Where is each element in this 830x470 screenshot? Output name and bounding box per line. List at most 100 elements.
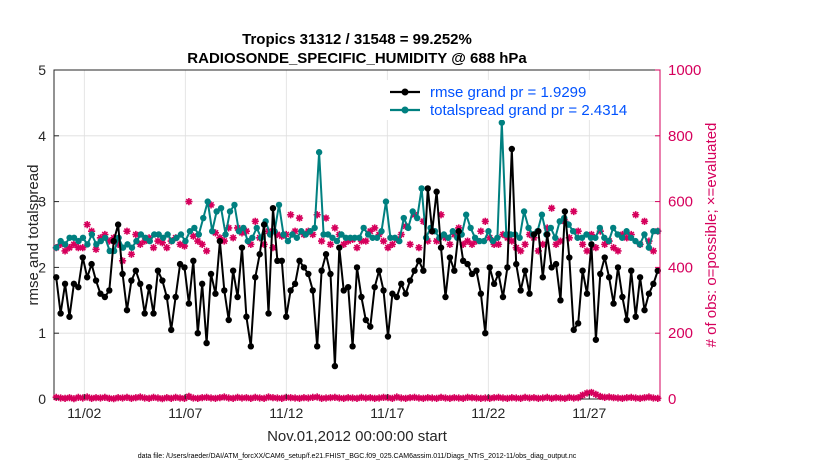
rmse-point <box>256 251 263 258</box>
rmse-point <box>406 277 414 284</box>
totalspread-point <box>75 237 82 245</box>
totalspread-point <box>333 237 341 245</box>
rmse-point <box>185 300 193 307</box>
legend-spread-marker <box>401 106 409 114</box>
totalspread-point <box>235 228 243 235</box>
totalspread-point <box>329 234 336 241</box>
totalspread-point <box>93 241 100 248</box>
rmse-point <box>159 277 166 284</box>
obs-evaluated-marker-dot <box>381 238 386 244</box>
obs-evaluated-marker-dot <box>133 232 139 237</box>
obs-evaluated-marker-dot <box>438 212 444 217</box>
rmse-point <box>597 270 604 278</box>
obs-evaluated-marker-dot <box>332 225 338 231</box>
rmse-point <box>557 297 564 304</box>
totalspread-point <box>618 234 626 241</box>
totalspread-series <box>53 119 661 255</box>
y-axis-left-label: rmse and totalspread <box>25 165 42 306</box>
totalspread-point <box>200 214 207 222</box>
totalspread-point <box>244 237 252 245</box>
obs-evaluated-marker-dot <box>93 247 99 252</box>
rmse-point <box>106 287 113 294</box>
rmse-point <box>384 333 392 340</box>
totalspread-point <box>494 234 501 241</box>
totalspread-point <box>498 119 506 126</box>
obs-evaluated-marker-dot <box>633 212 638 217</box>
obs-evaluated-marker-dot <box>107 238 112 244</box>
rmse-point <box>101 293 109 301</box>
totalspread-point <box>476 237 483 245</box>
rmse-point <box>212 290 219 297</box>
rmse-point <box>265 310 272 317</box>
totalspread-point <box>84 241 91 248</box>
obs-evaluated-marker-dot <box>558 238 563 244</box>
totalspread-point <box>418 185 425 192</box>
totalspread-point <box>298 228 305 235</box>
rmse-point <box>181 264 188 271</box>
chart-title-line2: RADIOSONDE_SPECIFIC_HUMIDITY @ 688 hPa <box>187 50 527 67</box>
rmse-point <box>632 313 639 320</box>
totalspread-point <box>79 234 87 241</box>
obs-evaluated-marker-dot <box>615 248 621 254</box>
rmse-point <box>398 280 405 288</box>
rmse-point <box>163 293 170 301</box>
totalspread-point <box>338 231 345 238</box>
totalspread-point <box>538 211 546 218</box>
obs-evaluated-marker-dot <box>496 242 501 247</box>
obs-evaluated-marker-dot <box>182 243 187 249</box>
totalspread-point <box>66 234 73 241</box>
obs-evaluated-marker-dot <box>580 242 585 247</box>
totalspread-point <box>596 224 604 232</box>
obs-evaluated-marker-dot <box>76 245 81 250</box>
rmse-point <box>654 267 661 274</box>
rmse-point <box>548 264 555 271</box>
totalspread-point <box>195 231 203 238</box>
totalspread-point <box>489 237 497 245</box>
rmse-point <box>495 270 502 278</box>
totalspread-point <box>445 234 452 241</box>
rmse-point <box>415 257 423 265</box>
totalspread-point <box>88 231 96 238</box>
obs-evaluated-marker-dot <box>478 229 484 234</box>
rmse-point <box>238 244 246 251</box>
rmse-point <box>75 283 82 291</box>
x-axis-label: Nov.01,2012 00:00:00 start <box>267 428 448 445</box>
totalspread-point <box>208 228 216 235</box>
rmse-point <box>641 306 648 314</box>
rmse-point <box>521 267 529 274</box>
rmse-point <box>358 293 365 301</box>
rmse-point <box>583 290 591 297</box>
rmse-point <box>451 267 458 274</box>
totalspread-point <box>636 241 644 248</box>
obs-evaluated-marker-dot <box>151 245 156 250</box>
obs-evaluated-marker-dot <box>160 240 165 245</box>
rmse-point <box>367 323 374 330</box>
totalspread-point <box>610 224 617 232</box>
obs-evaluated-marker-dot <box>62 248 68 254</box>
totalspread-point <box>204 198 211 205</box>
totalspread-point <box>191 224 198 232</box>
obs-possible-series <box>52 388 662 403</box>
obs-evaluated-marker-dot <box>611 245 616 250</box>
rmse-point <box>645 290 653 297</box>
totalspread-point <box>360 224 367 232</box>
rmse-point <box>154 267 162 274</box>
rmse-point <box>574 320 582 327</box>
obs-evaluated-marker-dot <box>191 233 196 239</box>
totalspread-point <box>164 231 171 238</box>
totalspread-point <box>231 201 238 209</box>
totalspread-point <box>226 208 234 215</box>
totalspread-point <box>449 228 457 235</box>
totalspread-point <box>102 234 109 241</box>
totalspread-point <box>409 208 416 215</box>
totalspread-point <box>391 234 399 241</box>
rmse-point <box>190 257 197 265</box>
totalspread-point <box>623 228 630 235</box>
rmse-point <box>278 257 286 265</box>
rmse-point <box>243 313 250 320</box>
rmse-point <box>172 293 179 301</box>
rmse-point <box>88 260 95 268</box>
rmse-point <box>362 316 370 324</box>
y-right-tick-label: 800 <box>668 128 693 145</box>
legend: rmse grand pr = 1.9299 totalspread grand… <box>384 80 652 120</box>
